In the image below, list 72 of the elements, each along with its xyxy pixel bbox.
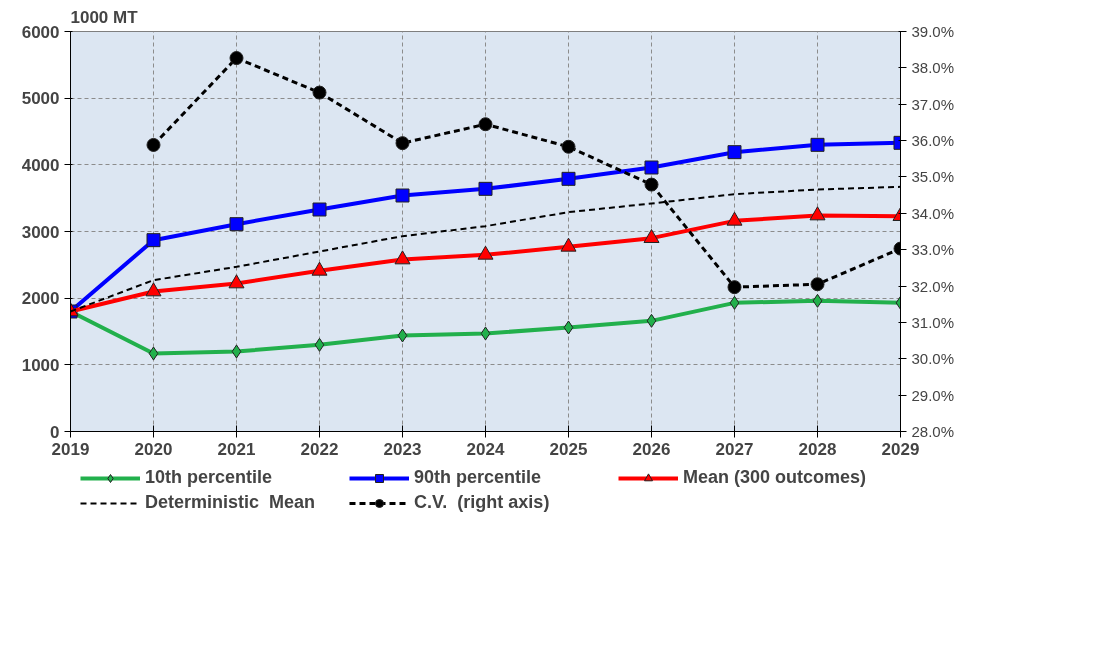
point [231,344,242,359]
y2-tick-label: 29.0% [911,386,955,404]
point [644,160,659,175]
legend-label: 10th percentile [145,467,274,488]
y2-tick-label: 32.0% [911,277,955,295]
y2-tick-label: 38.0% [911,59,955,77]
point [480,326,491,341]
point [727,280,742,295]
y-tick-label: 6000 [21,22,60,42]
point [477,245,494,260]
x-tick-label: 2023 [383,439,422,459]
point [727,145,742,160]
y-tick-label: 5000 [21,89,60,109]
point [146,137,161,152]
y2-tick-label: 35.0% [911,168,955,186]
point [311,261,328,276]
point [646,313,657,328]
x-tick-label: 2027 [715,439,754,459]
y2-tick-label: 31.0% [911,313,955,331]
point [810,137,825,152]
point [478,117,493,132]
point [397,328,408,343]
x-tick-label: 2020 [134,439,173,459]
point [809,206,826,221]
point [312,202,327,217]
y2-tick-label: 34.0% [911,204,955,222]
x-tick-label: 2026 [632,439,671,459]
point [145,282,162,297]
y-tick-label: 1000 [21,355,60,375]
point [561,171,576,186]
point [312,85,327,100]
point [395,188,410,203]
y-tick-label: 3000 [21,222,60,242]
y2-tick-label: 37.0% [911,95,955,113]
point [729,295,740,310]
y2-tick-label: 28.0% [911,423,955,440]
point [229,217,244,232]
y2-tick-label: 36.0% [911,132,955,150]
point [229,51,244,66]
legend-label: C.V. (right axis) [414,492,551,513]
y2-tick-label: 33.0% [911,241,955,259]
point [394,250,411,265]
point [560,237,577,252]
y-tick-label: 2000 [21,289,60,309]
y-axis-title: 1000 MT [70,7,139,27]
point [563,320,574,335]
point [314,337,325,352]
point [228,274,245,289]
point [395,136,410,151]
y2-tick-label: 39.0% [911,23,955,40]
x-tick-label: 2022 [300,439,339,459]
point [148,346,159,361]
x-tick-label: 2028 [798,439,837,459]
point [812,293,823,308]
x-tick-label: 2019 [51,439,90,459]
point [643,229,660,243]
x-tick-label: 2024 [466,439,505,459]
point [644,177,659,192]
point [810,277,825,292]
legend-label: Deterministic Mean [145,492,317,513]
point [561,139,576,154]
point [146,233,161,248]
x-tick-label: 2025 [549,439,588,459]
y-tick-label: 4000 [21,155,60,175]
y2-tick-label: 30.0% [911,350,955,368]
y-tick-label: 0 [50,422,60,442]
point [478,181,493,196]
point [726,211,743,226]
legend-label: Mean (300 outcomes) [683,467,868,488]
x-tick-label: 2021 [217,439,256,459]
legend-label: 90th percentile [414,467,543,488]
x-tick-label: 2029 [881,439,920,459]
